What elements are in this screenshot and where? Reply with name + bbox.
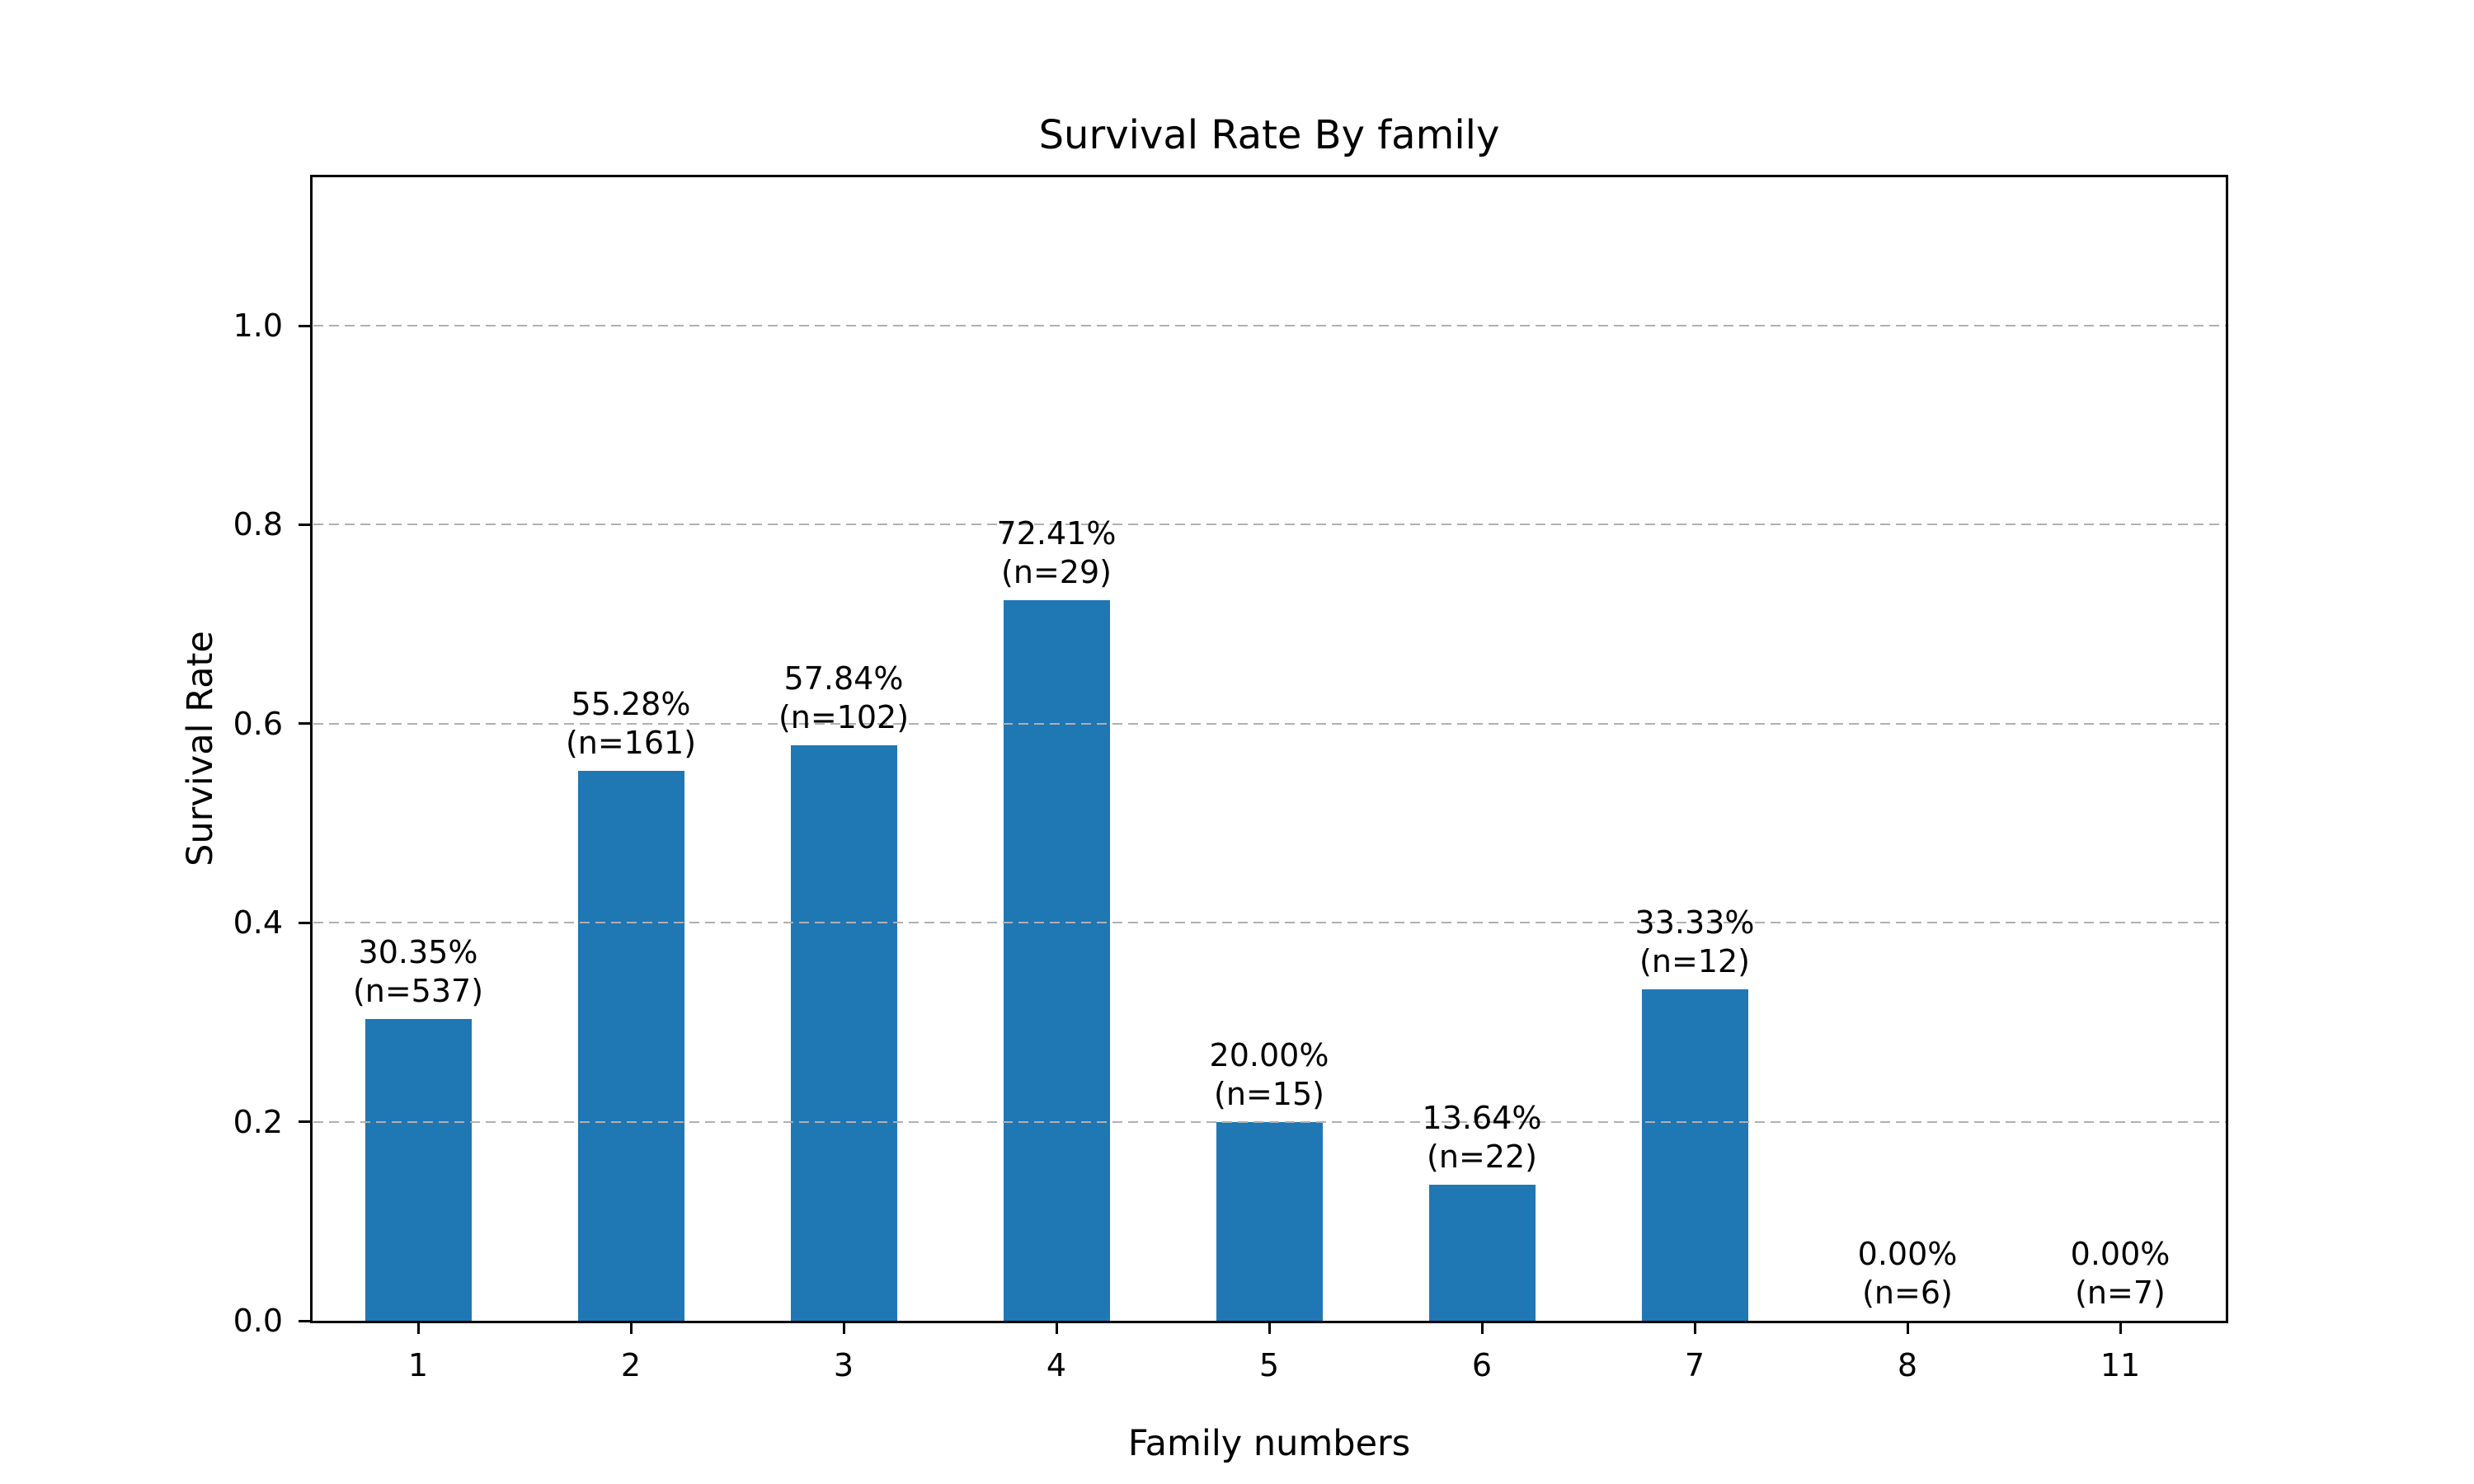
- bar-pct-label: 55.28%: [571, 685, 691, 722]
- y-axis-label: Survival Rate: [180, 631, 221, 866]
- x-tick-label: 2: [620, 1347, 642, 1383]
- spine-top: [310, 175, 2228, 177]
- bar: [577, 770, 684, 1321]
- bar-count-label: (n=102): [778, 698, 910, 735]
- bar-value-label: 55.28% (n=161): [499, 685, 763, 763]
- gridline: [313, 325, 2227, 327]
- bar-pct-label: 13.64%: [1422, 1100, 1542, 1137]
- x-tick-label: 1: [407, 1347, 429, 1383]
- gridline: [313, 922, 2227, 924]
- x-tick-label: 11: [2100, 1347, 2141, 1383]
- x-axis-tick: [1693, 1321, 1696, 1334]
- bar-value-label: 72.41% (n=29): [924, 514, 1188, 592]
- bar-value-label: 57.84% (n=102): [712, 660, 976, 737]
- x-tick-label: 6: [1471, 1347, 1493, 1383]
- bar-count-label: (n=29): [1001, 554, 1112, 591]
- bar-count-label: (n=6): [1862, 1275, 1953, 1311]
- bar-pct-label: 72.41%: [996, 515, 1117, 552]
- y-axis-tick: [299, 921, 312, 924]
- x-axis-tick: [416, 1321, 420, 1334]
- x-axis-tick: [2119, 1321, 2122, 1334]
- y-axis-tick: [299, 1120, 312, 1124]
- bar-count-label: (n=15): [1214, 1075, 1324, 1112]
- x-tick-label: 4: [1046, 1347, 1067, 1383]
- y-axis-tick: [299, 523, 312, 526]
- bar-count-label: (n=22): [1427, 1139, 1537, 1176]
- gridline: [313, 1120, 2227, 1123]
- bar-pct-label: 57.84%: [783, 660, 904, 697]
- x-axis-tick: [1906, 1321, 1909, 1334]
- spine-right: [2226, 175, 2228, 1323]
- y-axis-tick: [299, 324, 312, 327]
- bar-pct-label: 20.00%: [1209, 1036, 1329, 1073]
- bar-value-label: 13.64% (n=22): [1350, 1099, 1614, 1176]
- gridline: [313, 524, 2227, 526]
- y-tick-label: 1.0: [233, 308, 283, 345]
- bar-pct-label: 33.33%: [1634, 904, 1755, 941]
- y-axis-tick: [299, 722, 312, 726]
- bar: [1428, 1185, 1536, 1321]
- y-tick-label: 0.6: [233, 705, 283, 742]
- bar-value-label: 33.33% (n=12): [1563, 904, 1827, 981]
- x-tick-label: 5: [1258, 1347, 1280, 1383]
- x-tick-label: 8: [1897, 1347, 1918, 1383]
- bar-count-label: (n=537): [352, 972, 484, 1009]
- spine-left: [310, 175, 313, 1323]
- bar-count-label: (n=7): [2075, 1275, 2166, 1311]
- x-axis-tick: [629, 1321, 633, 1334]
- chart-title: Survival Rate By family: [1038, 112, 1500, 158]
- bar-count-label: (n=12): [1639, 942, 1750, 979]
- bar-value-label: 30.35% (n=537): [286, 933, 550, 1011]
- x-tick-label: 3: [833, 1347, 854, 1383]
- bar-value-label: 0.00% (n=7): [1988, 1235, 2252, 1313]
- x-axis-label: Family numbers: [1127, 1423, 1411, 1464]
- y-tick-label: 0.0: [233, 1303, 283, 1339]
- y-axis-tick: [299, 1319, 312, 1322]
- y-tick-label: 0.2: [233, 1103, 283, 1140]
- y-tick-label: 0.4: [233, 904, 283, 942]
- x-axis-tick: [1480, 1321, 1484, 1334]
- bar-pct-label: 0.00%: [1857, 1236, 1958, 1272]
- bar: [1216, 1121, 1323, 1321]
- gridline: [313, 722, 2227, 725]
- bar: [365, 1018, 472, 1321]
- bar-value-label: 0.00% (n=6): [1776, 1235, 2039, 1313]
- bar-value-label: 20.00% (n=15): [1137, 1036, 1401, 1114]
- bar-pct-label: 0.00%: [2070, 1236, 2171, 1272]
- bar: [1641, 989, 1748, 1321]
- bar: [1003, 600, 1110, 1321]
- x-axis-tick: [1055, 1321, 1058, 1334]
- bar-count-label: (n=161): [565, 724, 697, 761]
- x-axis-tick: [842, 1321, 845, 1334]
- x-axis-tick: [1268, 1321, 1271, 1334]
- x-tick-label: 7: [1684, 1347, 1705, 1383]
- y-tick-label: 0.8: [233, 506, 283, 543]
- bar-pct-label: 30.35%: [358, 933, 478, 970]
- bar: [790, 744, 897, 1321]
